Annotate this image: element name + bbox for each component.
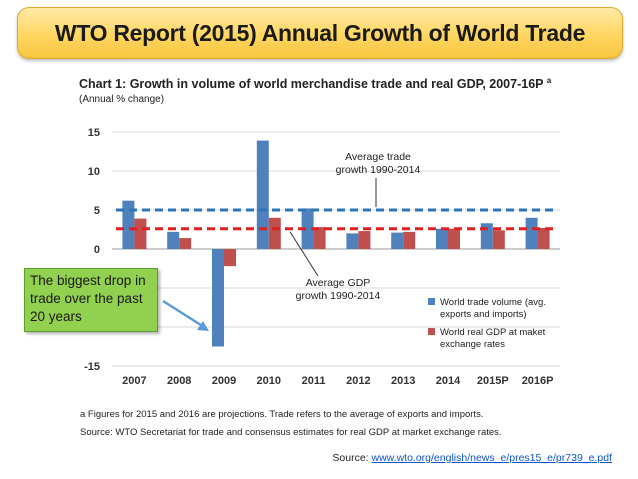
x-tick-label: 2007	[122, 375, 146, 387]
bar-gdp	[313, 227, 326, 249]
avg-gdp-pointer	[289, 231, 319, 277]
bar-gdp	[268, 217, 281, 249]
avg-trade-label: growth 1990-2014	[336, 164, 421, 176]
x-tick-label: 2014	[436, 375, 461, 387]
y-tick-label: -15	[84, 361, 100, 373]
bar-gdp	[403, 231, 416, 249]
bar-trade	[436, 228, 448, 249]
source-link[interactable]: www.wto.org/english/news_e/pres15_e/pr73…	[371, 452, 613, 464]
footnote-source: Source: WTO Secretariat for trade and co…	[80, 427, 502, 438]
x-tick-label: 2010	[257, 375, 281, 387]
x-tick-label: 2013	[391, 375, 415, 387]
bar-gdp	[448, 228, 460, 249]
y-tick-label: 5	[94, 205, 100, 217]
source-line: Source: www.wto.org/english/news_e/pres1…	[332, 452, 612, 464]
chart-title-text: Chart 1: Growth in volume of world merch…	[79, 77, 544, 92]
avg-gdp-label: Average GDP	[306, 277, 371, 289]
legend-swatch-gdp	[428, 328, 435, 335]
source-label: Source:	[332, 452, 372, 464]
y-tick-label: 0	[94, 244, 100, 256]
bar-trade	[391, 232, 404, 249]
chart-title: Chart 1: Growth in volume of world merch…	[79, 76, 551, 91]
avg-gdp-label: growth 1990-2014	[296, 290, 381, 302]
banner-title: WTO Report (2015) Annual Growth of World…	[54, 19, 586, 46]
legend-swatch-trade	[428, 298, 435, 305]
bar-gdp	[224, 249, 236, 267]
y-tick-label: 15	[88, 127, 100, 139]
avg-trade-label: Average trade	[345, 151, 411, 163]
bar-trade	[301, 208, 314, 249]
footnote-projections: a Figures for 2015 and 2016 are projecti…	[80, 409, 484, 420]
bar-gdp	[179, 238, 192, 249]
bar-gdp	[492, 230, 505, 249]
bar-trade	[256, 140, 269, 249]
bar-trade	[525, 217, 538, 249]
x-tick-label: 2008	[167, 375, 191, 387]
legend-label: World real GDP at maket	[440, 327, 546, 338]
x-tick-label: 2016P	[522, 375, 554, 387]
y-tick-label: 10	[88, 166, 100, 178]
bar-trade	[122, 200, 135, 249]
bar-gdp	[358, 231, 371, 249]
bar-trade	[167, 231, 180, 249]
x-tick-label: 2009	[212, 375, 236, 387]
bar-trade	[346, 233, 359, 249]
title-banner: WTO Report (2015) Annual Growth of World…	[17, 7, 623, 59]
x-tick-label: 2015P	[477, 375, 509, 387]
legend-label: World trade volume (avg.	[440, 297, 546, 308]
x-tick-label: 2012	[346, 375, 370, 387]
bar-gdp	[134, 218, 147, 249]
chart-title-superscript: a	[546, 76, 552, 85]
callout-arrow	[162, 299, 205, 329]
legend-label: exports and imports)	[440, 309, 527, 320]
bar-gdp	[537, 227, 550, 249]
legend-label: exchange rates	[440, 339, 505, 350]
callout-box: The biggest drop in trade over the past …	[24, 268, 158, 332]
bar-trade	[480, 223, 493, 249]
bar-trade	[212, 249, 224, 347]
x-tick-label: 2011	[302, 375, 326, 387]
callout-arrowhead	[197, 321, 209, 331]
chart-subtitle: (Annual % change)	[79, 94, 165, 105]
